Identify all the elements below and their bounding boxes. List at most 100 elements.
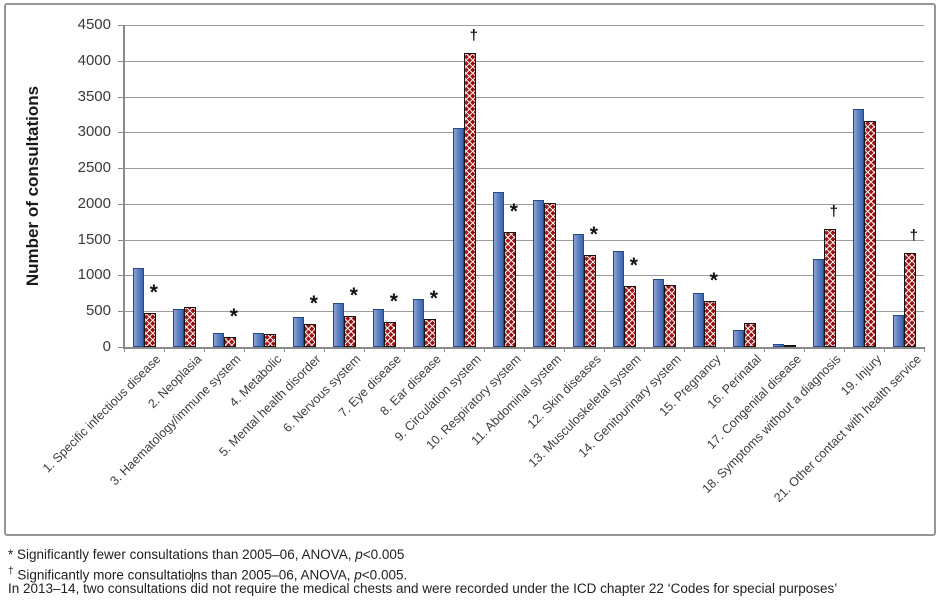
bar-2013-14	[304, 323, 316, 347]
footnote-3: In 2013–14, two consultations did not re…	[8, 581, 837, 597]
footnote-1-marker: *	[8, 547, 14, 562]
y-axis-tick	[118, 311, 124, 313]
footnote-2-text-a: Significantly more consultatio	[13, 567, 193, 583]
gridline	[124, 25, 924, 26]
y-tick-label: 4500	[77, 16, 111, 33]
bar-2005-06	[572, 233, 584, 347]
bar-2005-06	[612, 251, 624, 347]
gridline	[124, 275, 924, 277]
y-tick-label: 500	[85, 302, 111, 320]
gridline	[124, 60, 924, 62]
bar-2013-14	[144, 313, 156, 347]
bar-2013-14	[464, 52, 476, 347]
x-axis-tick	[324, 347, 325, 352]
footnote-2-marker: †	[8, 566, 14, 577]
x-axis-tick	[844, 347, 845, 352]
x-axis-tick	[924, 347, 925, 352]
y-tick-label: 2000	[77, 194, 111, 212]
significance-marker: *	[429, 287, 438, 311]
bar-2013-14	[264, 334, 276, 347]
bar-2005-06	[732, 329, 744, 347]
bar-2013-14	[584, 255, 596, 347]
footnote-1-text: Significantly fewer consultations than 2…	[13, 547, 356, 562]
y-tick-label: 1500	[77, 230, 111, 248]
bar-2013-14	[704, 301, 716, 347]
bar-2013-14	[904, 252, 916, 347]
bar-2013-14	[184, 306, 196, 347]
y-tick-label: 3500	[77, 87, 111, 105]
significance-marker: †	[829, 202, 838, 220]
x-axis-tick	[164, 347, 165, 352]
gridline	[124, 96, 924, 98]
bar-2005-06	[372, 309, 384, 347]
y-axis-tick	[118, 168, 124, 170]
category-label: 12. Skin diseases	[524, 352, 604, 432]
footnote-2-text-b: ns than 2005–06, ANOVA,	[193, 567, 355, 583]
bar-2013-14	[824, 228, 836, 347]
y-axis-tick	[118, 203, 124, 205]
y-axis-tick	[118, 132, 124, 134]
y-tick-label: 1000	[77, 266, 111, 284]
significance-marker: *	[149, 281, 158, 305]
y-axis-tick	[118, 60, 124, 62]
bar-2005-06	[172, 309, 184, 347]
x-axis-tick	[604, 347, 605, 352]
gridline	[124, 311, 924, 313]
x-axis-tick	[884, 347, 885, 352]
significance-marker: †	[469, 26, 478, 44]
gridline	[124, 203, 924, 205]
bar-2005-06	[652, 279, 664, 347]
bar-2005-06	[412, 299, 424, 347]
bar-2013-14	[384, 322, 396, 347]
x-axis-tick	[804, 347, 805, 352]
significance-marker: *	[349, 283, 358, 307]
footnote-2-p: p	[354, 567, 362, 583]
y-axis-tick	[118, 239, 124, 241]
text-cursor	[192, 568, 194, 582]
x-axis-tick	[764, 347, 765, 352]
significance-marker: *	[509, 199, 518, 223]
x-axis-tick	[644, 347, 645, 352]
footnote-2: † Significantly more consultations than …	[8, 564, 407, 584]
bar-2013-14	[224, 337, 236, 347]
x-axis-tick	[284, 347, 285, 352]
x-axis-tick	[524, 347, 525, 352]
x-axis-tick	[364, 347, 365, 352]
x-axis-tick	[724, 347, 725, 352]
footnote-1: * Significantly fewer consultations than…	[8, 547, 404, 563]
bar-2013-14	[664, 285, 676, 347]
gridline	[124, 132, 924, 134]
y-axis-tick	[118, 25, 124, 26]
bar-2013-14	[744, 323, 756, 347]
bar-2013-14	[864, 120, 876, 347]
bar-2005-06	[772, 343, 784, 347]
y-tick-label: 2500	[77, 159, 111, 177]
significance-marker: *	[629, 254, 638, 278]
footnote-1-tail: <0.005	[362, 547, 405, 562]
bar-2005-06	[892, 314, 904, 347]
x-axis-tick	[484, 347, 485, 352]
significance-marker: *	[229, 305, 238, 328]
footnote-2-tail: <0.005.	[361, 567, 408, 583]
x-axis-tick	[444, 347, 445, 352]
significance-marker: †	[909, 226, 918, 244]
bar-2013-14	[424, 319, 436, 347]
x-axis-tick	[244, 347, 245, 352]
footnote-1-p: p	[355, 547, 363, 562]
y-axis-tick	[118, 275, 124, 277]
bar-2013-14	[544, 203, 556, 347]
gridline	[124, 168, 924, 170]
bar-2005-06	[812, 259, 824, 347]
bar-2005-06	[252, 332, 264, 347]
significance-marker: *	[589, 223, 598, 247]
bar-2005-06	[852, 108, 864, 347]
category-label: 21. Other contact with health service	[771, 352, 924, 505]
y-axis-tick	[118, 347, 124, 348]
x-axis-tick	[124, 347, 125, 352]
y-tick-label: 3000	[77, 123, 111, 141]
significance-marker: *	[309, 291, 318, 315]
x-axis-line	[123, 347, 924, 349]
bar-2005-06	[212, 332, 224, 347]
y-tick-label: 0	[102, 338, 111, 355]
